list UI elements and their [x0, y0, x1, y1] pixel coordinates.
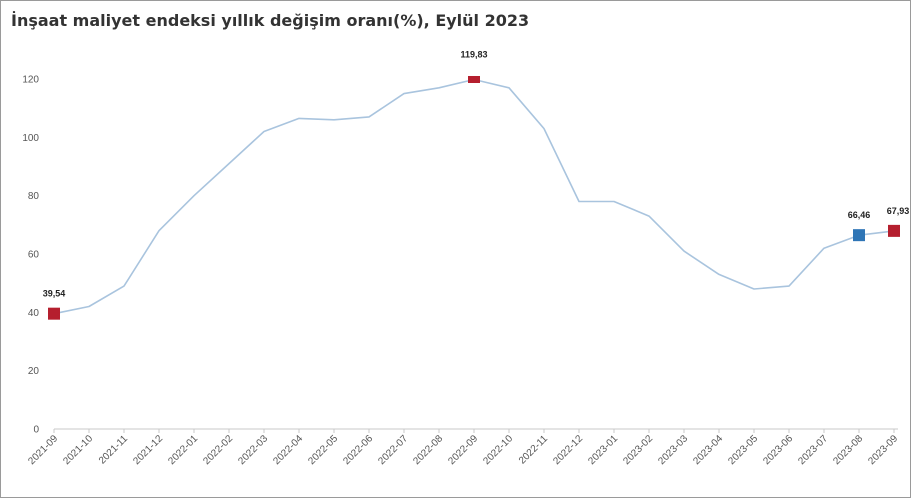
x-tick-label: 2022-12: [551, 433, 585, 467]
y-tick-label: 80: [28, 191, 40, 202]
highlight-marker: [468, 75, 480, 83]
x-tick-label: 2023-08: [831, 433, 865, 467]
x-tick-label: 2022-11: [517, 433, 551, 467]
data-label: 119,83: [460, 49, 487, 59]
x-tick-label: 2022-09: [446, 433, 480, 467]
y-tick-label: 60: [28, 250, 40, 261]
highlight-marker: [48, 307, 60, 320]
x-tick-label: 2023-09: [866, 433, 900, 467]
x-tick-label: 2021-10: [61, 433, 95, 467]
x-tick-label: 2023-04: [691, 433, 725, 467]
data-label: 67,93: [887, 206, 910, 216]
x-tick-label: 2022-01: [166, 433, 200, 467]
y-tick-label: 120: [22, 75, 39, 86]
x-tick-label: 2023-02: [621, 433, 655, 467]
x-tick-label: 2023-01: [586, 433, 620, 467]
x-tick-label: 2022-04: [271, 433, 305, 467]
x-tick-label: 2023-05: [726, 433, 760, 467]
x-tick-label: 2023-06: [761, 433, 795, 467]
y-tick-label: 0: [33, 425, 39, 436]
x-tick-label: 2022-08: [411, 433, 445, 467]
data-label: 39,54: [43, 289, 66, 299]
x-axis: 2021-09 2021-10 2021-11 2021-12 2022-01 2022-…: [26, 428, 900, 467]
series-layer: [53, 78, 895, 315]
x-tick-label: 2022-07: [376, 433, 410, 467]
chart-title: İnşaat maliyet endeksi yıllık değişim or…: [11, 11, 530, 30]
y-tick-label: 40: [28, 308, 40, 319]
x-tick-label: 2022-10: [481, 433, 515, 467]
x-tick-label: 2023-07: [796, 433, 830, 467]
x-tick-label: 2022-05: [306, 433, 340, 467]
highlight-marker: [888, 224, 900, 237]
y-tick-label: 100: [22, 133, 39, 144]
y-axis: 0 20 40 60 80 100 120: [22, 75, 39, 436]
x-tick-label: 2021-12: [131, 433, 165, 467]
x-tick-label: 2021-09: [26, 433, 60, 467]
y-tick-label: 20: [28, 366, 40, 377]
highlight-marker: [853, 229, 865, 242]
x-tick-label: 2023-03: [656, 433, 690, 467]
x-tick-label: 2022-06: [341, 433, 375, 467]
x-tick-label: 2022-02: [201, 433, 235, 467]
x-tick-label: 2021-11: [97, 433, 131, 467]
series-line: [53, 78, 895, 315]
x-tick-label: 2022-03: [236, 433, 270, 467]
marker-layer: 39,54 119,83 66,46 67,93: [43, 49, 910, 320]
data-label: 66,46: [848, 210, 871, 220]
